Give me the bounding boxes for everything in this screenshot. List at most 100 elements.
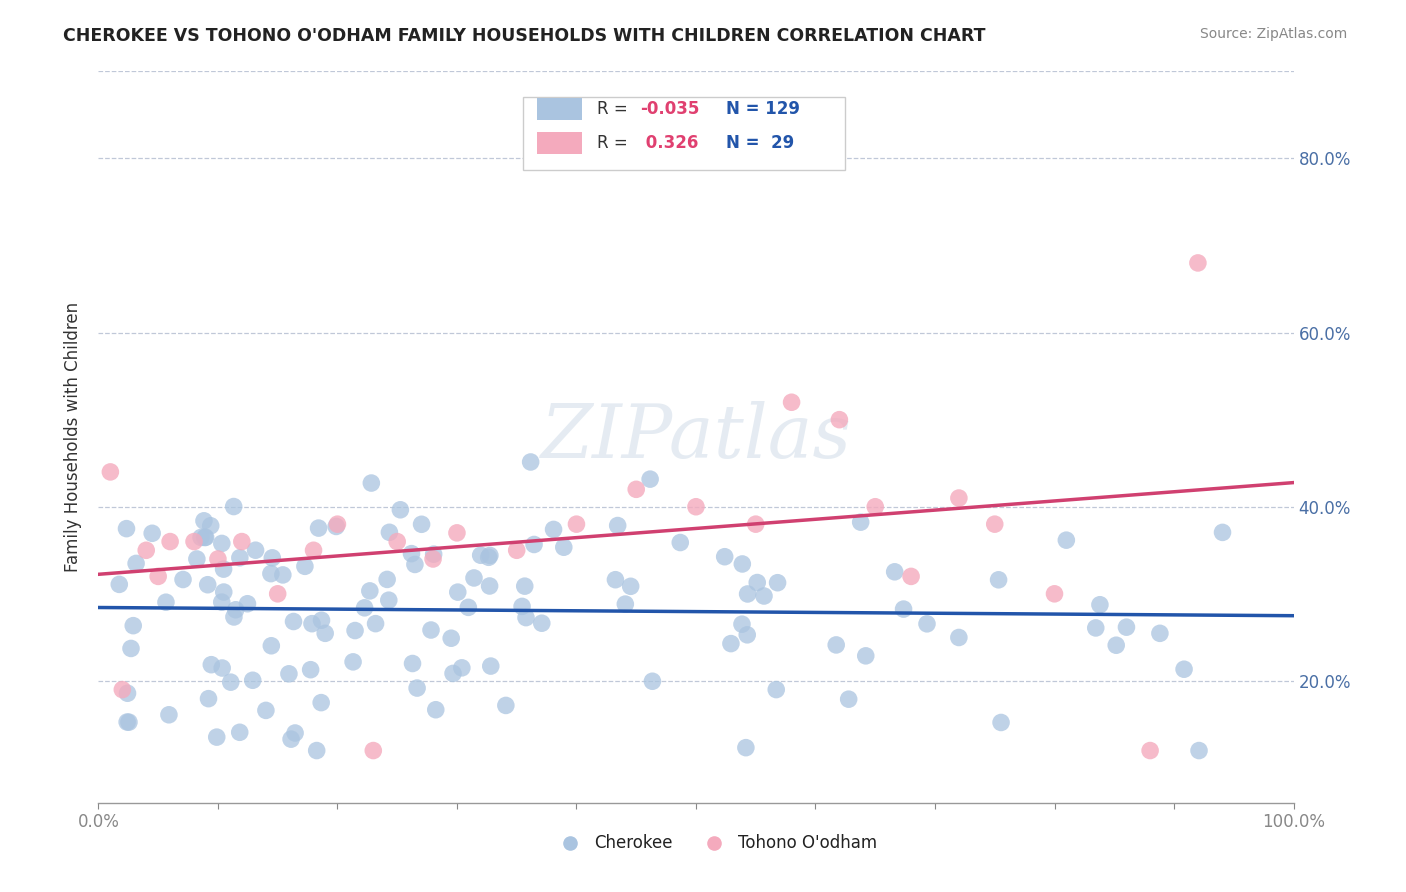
- Point: [606, 518, 628, 533]
- Point: [294, 559, 316, 574]
- Point: [378, 593, 401, 607]
- Point: [115, 714, 138, 729]
- Point: [385, 534, 409, 549]
- Point: [302, 543, 325, 558]
- Point: [245, 543, 267, 558]
- Text: ZIPatlas: ZIPatlas: [540, 401, 852, 474]
- Point: [731, 617, 754, 632]
- Point: [1211, 525, 1233, 540]
- Point: [260, 566, 283, 581]
- Point: [849, 515, 872, 529]
- Point: [404, 558, 426, 572]
- Point: [948, 631, 970, 645]
- Point: [242, 673, 264, 688]
- Point: [267, 587, 290, 601]
- Point: [115, 522, 138, 536]
- Point: [299, 663, 322, 677]
- Text: N =  29: N = 29: [725, 134, 794, 152]
- Point: [280, 732, 302, 747]
- Point: [284, 726, 307, 740]
- Point: [353, 600, 375, 615]
- Text: Cherokee: Cherokee: [595, 834, 673, 852]
- FancyBboxPatch shape: [523, 97, 845, 170]
- Point: [479, 659, 502, 673]
- Point: [205, 730, 228, 744]
- Point: [478, 579, 501, 593]
- Point: [1173, 662, 1195, 676]
- Point: [543, 523, 565, 537]
- Point: [915, 616, 938, 631]
- Point: [506, 543, 529, 558]
- Point: [735, 628, 758, 642]
- Point: [553, 541, 575, 555]
- Point: [1187, 256, 1209, 270]
- Point: [422, 552, 444, 566]
- Point: [638, 472, 661, 486]
- Point: [342, 655, 364, 669]
- FancyBboxPatch shape: [537, 132, 582, 154]
- Point: [283, 615, 305, 629]
- Text: Tohono O'odham: Tohono O'odham: [738, 834, 877, 852]
- Point: [825, 638, 848, 652]
- Text: CHEROKEE VS TOHONO O'ODHAM FAMILY HOUSEHOLDS WITH CHILDREN CORRELATION CHART: CHEROKEE VS TOHONO O'ODHAM FAMILY HOUSEH…: [63, 27, 986, 45]
- Point: [326, 517, 349, 532]
- Point: [277, 666, 299, 681]
- Point: [984, 517, 1007, 532]
- Text: N = 129: N = 129: [725, 101, 800, 119]
- Point: [1115, 620, 1137, 634]
- Point: [98, 465, 122, 479]
- Point: [519, 455, 541, 469]
- Point: [641, 674, 664, 689]
- Point: [523, 537, 546, 551]
- Point: [1084, 621, 1107, 635]
- Point: [883, 565, 905, 579]
- Point: [731, 557, 754, 571]
- Point: [157, 707, 180, 722]
- Point: [1149, 626, 1171, 640]
- Point: [141, 526, 163, 541]
- Point: [441, 666, 464, 681]
- Point: [1054, 533, 1077, 548]
- Point: [197, 691, 219, 706]
- Point: [262, 550, 284, 565]
- Point: [510, 599, 533, 614]
- Point: [135, 543, 157, 558]
- Point: [271, 568, 294, 582]
- Point: [669, 535, 692, 549]
- Point: [513, 579, 536, 593]
- Point: [260, 639, 283, 653]
- Point: [457, 600, 479, 615]
- Point: [1139, 743, 1161, 757]
- Point: [155, 595, 177, 609]
- Point: [308, 521, 330, 535]
- Point: [254, 703, 277, 717]
- Point: [305, 743, 328, 757]
- Point: [111, 682, 134, 697]
- Point: [450, 661, 472, 675]
- Point: [364, 616, 387, 631]
- Point: [1188, 743, 1211, 757]
- Point: [225, 603, 247, 617]
- FancyBboxPatch shape: [537, 98, 582, 120]
- Point: [200, 657, 222, 672]
- Text: Source: ZipAtlas.com: Source: ZipAtlas.com: [1199, 27, 1347, 41]
- Text: R =: R =: [596, 101, 633, 119]
- Point: [197, 578, 219, 592]
- Y-axis label: Family Households with Children: Family Households with Children: [63, 302, 82, 572]
- Point: [766, 575, 789, 590]
- Point: [212, 562, 235, 576]
- Point: [948, 491, 970, 505]
- Point: [422, 547, 444, 561]
- Point: [1043, 587, 1066, 601]
- Point: [301, 616, 323, 631]
- Point: [752, 589, 775, 603]
- Point: [530, 616, 553, 631]
- Point: [446, 525, 468, 540]
- Point: [389, 503, 412, 517]
- Point: [125, 557, 148, 571]
- Point: [378, 525, 401, 540]
- Point: [737, 587, 759, 601]
- Point: [222, 610, 245, 624]
- Point: [309, 696, 332, 710]
- Point: [401, 657, 423, 671]
